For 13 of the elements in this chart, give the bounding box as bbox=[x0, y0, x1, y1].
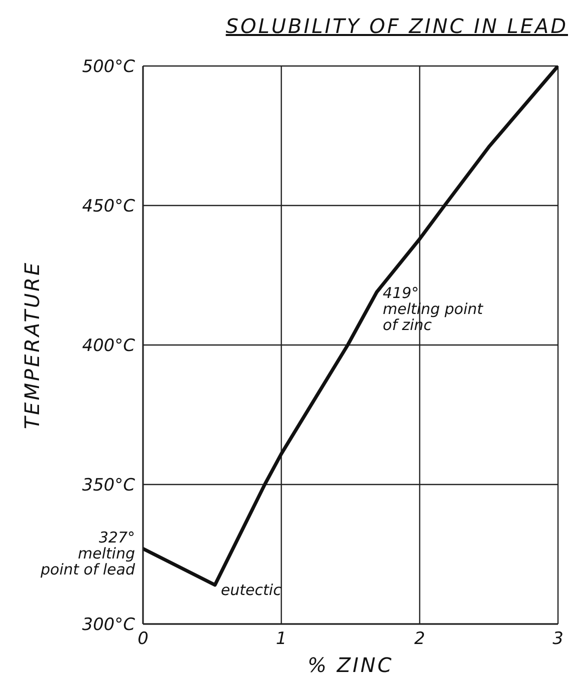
x-tick-label: 1 bbox=[276, 629, 287, 650]
annotation: 327° melting point of lead bbox=[40, 528, 136, 579]
y-tick-label: 300°C bbox=[82, 615, 136, 636]
y-axis-title: TEMPERATURE bbox=[20, 260, 44, 430]
y-tick-label: 450°C bbox=[82, 196, 136, 217]
y-tick-label: 500°C bbox=[82, 57, 136, 78]
y-tick-label: 350°C bbox=[82, 476, 136, 496]
x-tick-label: 2 bbox=[414, 629, 426, 650]
x-tick-label: 3 bbox=[552, 629, 564, 650]
chart-title: SOLUBILITY OF ZINC IN LEAD bbox=[224, 13, 569, 40]
x-tick-label: 0 bbox=[138, 629, 148, 650]
x-axis-title: % ZINC bbox=[308, 653, 394, 677]
y-tick-label: 400°C bbox=[82, 336, 136, 356]
